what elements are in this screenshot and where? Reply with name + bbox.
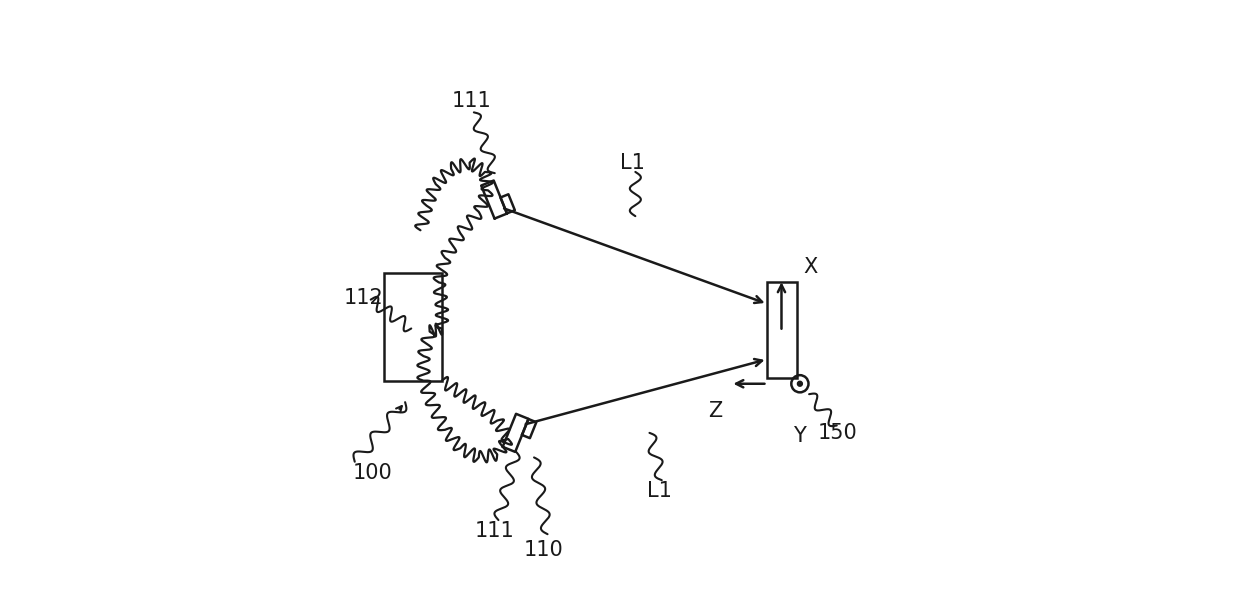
Text: Y: Y <box>794 426 806 446</box>
Text: 150: 150 <box>818 423 858 443</box>
Text: X: X <box>804 257 817 277</box>
Text: L1: L1 <box>620 153 645 173</box>
Text: 112: 112 <box>343 288 383 308</box>
Text: 111: 111 <box>451 91 491 111</box>
Text: 110: 110 <box>523 540 563 559</box>
Text: Z: Z <box>708 402 722 421</box>
Text: 100: 100 <box>353 463 393 483</box>
Bar <box>768 282 797 378</box>
Circle shape <box>797 381 802 386</box>
Text: L1: L1 <box>647 481 672 501</box>
Text: 111: 111 <box>474 521 515 541</box>
Bar <box>383 273 441 381</box>
